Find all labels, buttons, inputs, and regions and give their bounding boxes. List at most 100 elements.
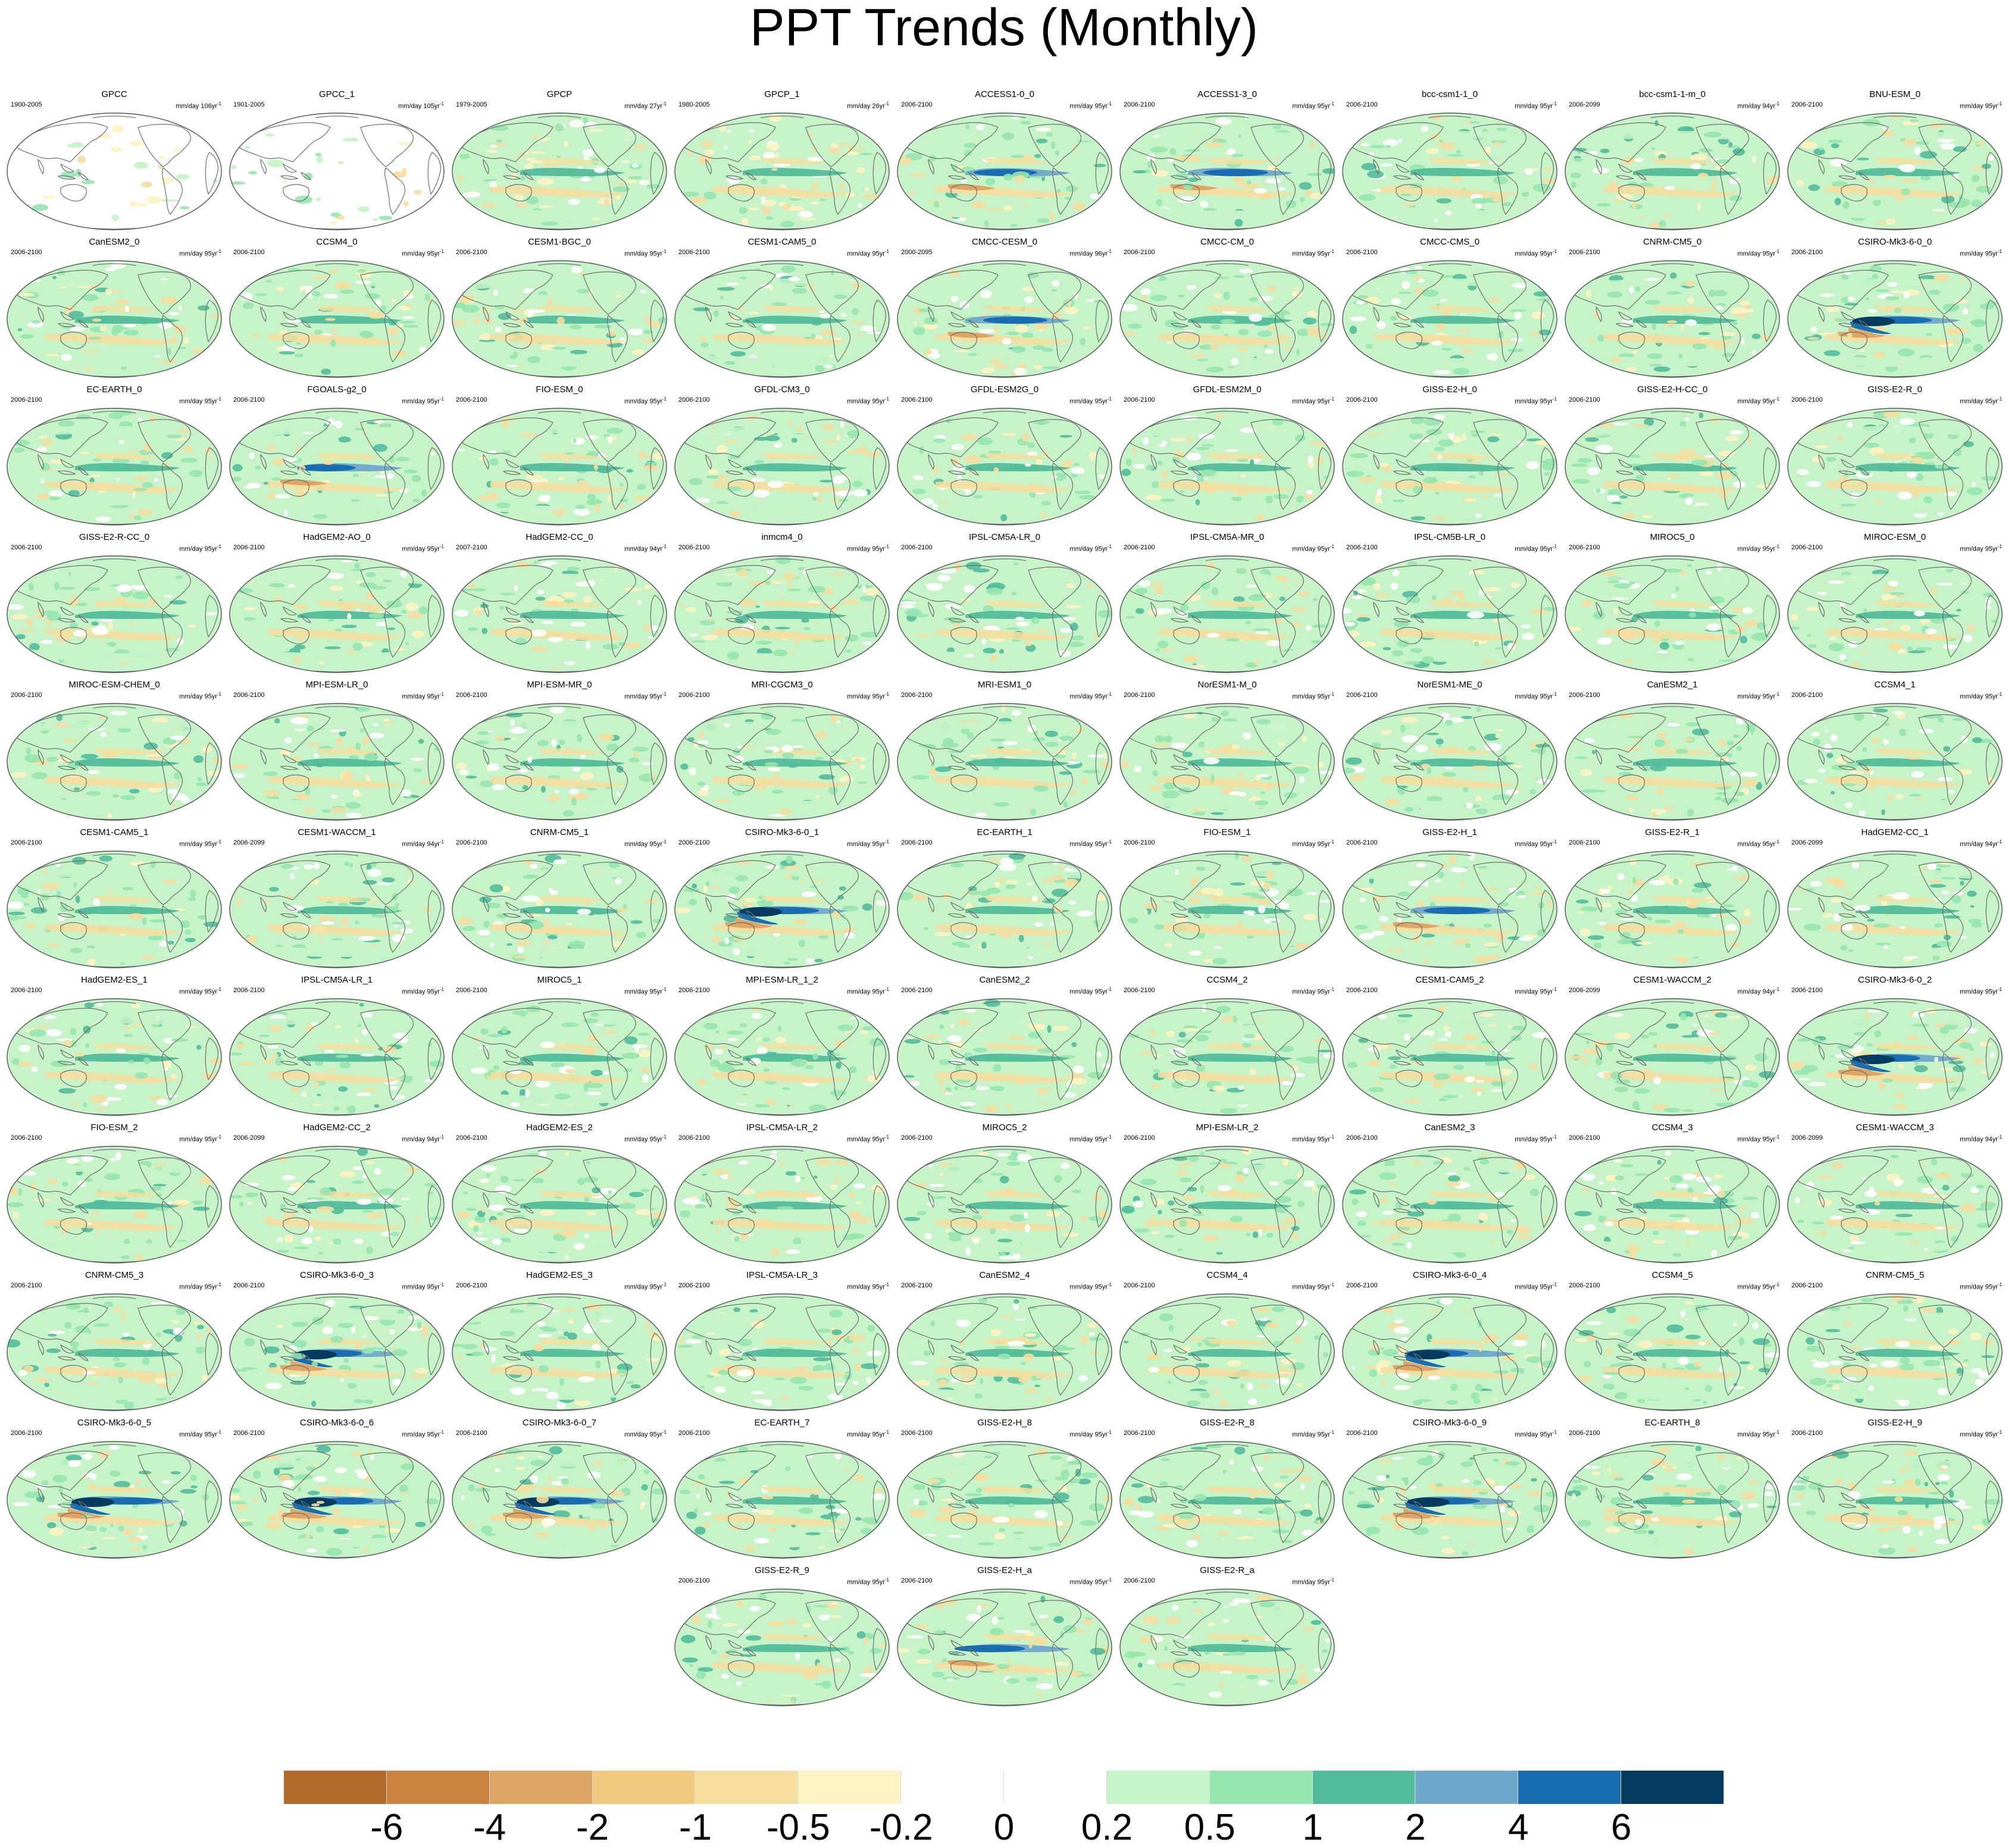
- panel-years: 2006-2100: [901, 1282, 933, 1290]
- trend-map: [894, 405, 1115, 532]
- trend-map: [1562, 1438, 1783, 1565]
- panel-units: mm/day 105yr-1: [398, 100, 444, 111]
- panel-units: mm/day 95yr-1: [624, 248, 667, 258]
- colorbar-tick-label: 1: [1302, 1809, 1322, 1846]
- panel-units: mm/day 95yr-1: [1069, 1428, 1112, 1439]
- panel-years: 1979-2005: [456, 101, 487, 109]
- trend-map: [1116, 552, 1338, 680]
- panel-title: EC-EARTH_0: [4, 384, 225, 395]
- panel-years: 2006-2100: [678, 1282, 710, 1290]
- trend-map: [894, 700, 1115, 827]
- panel-years: 2006-2100: [1791, 987, 1823, 995]
- panel-title: GISS-E2-R_9: [671, 1565, 893, 1576]
- panel-units: mm/day 95yr-1: [847, 1576, 889, 1587]
- panel-years: 2006-2100: [1791, 1430, 1823, 1437]
- panel-years: 2006-2100: [11, 1430, 42, 1437]
- trend-map: [1784, 1290, 2006, 1418]
- panel-units: mm/day 95yr-1: [179, 1428, 221, 1439]
- panel-units: mm/day 95yr-1: [402, 248, 444, 258]
- panel-units: mm/day 95yr-1: [1960, 690, 2002, 701]
- panel-units: mm/day 95yr-1: [624, 690, 667, 701]
- panel-title: CSIRO-Mk3-6-0_4: [1339, 1270, 1560, 1281]
- panel-units: mm/day 95yr-1: [1960, 1281, 2002, 1292]
- panel-units: mm/day 94yr-1: [402, 838, 444, 849]
- panel-units: mm/day 95yr-1: [624, 986, 667, 996]
- panel-years: 2006-2100: [456, 987, 487, 995]
- panel-title: CNRM-CM5_3: [4, 1270, 225, 1281]
- panel-units: mm/day 106yr-1: [176, 100, 221, 111]
- colorbar-tick-label: 0.5: [1184, 1809, 1236, 1846]
- panel-years: 2006-2100: [901, 396, 933, 404]
- panel-years: 2006-2100: [1791, 692, 1823, 699]
- colorbar-box: [1004, 1771, 1107, 1804]
- trend-map: [894, 1143, 1115, 1270]
- panel-units: mm/day 95yr-1: [179, 395, 221, 406]
- trend-map: [894, 1290, 1115, 1418]
- panel-years: 2006-2100: [678, 1577, 710, 1585]
- panel-title: FIO-ESM_1: [1116, 827, 1338, 838]
- trend-map: [449, 995, 670, 1122]
- panel-units: mm/day 95yr-1: [1960, 248, 2002, 258]
- trend-map: [671, 552, 893, 680]
- panel-years: 2006-2100: [1346, 249, 1378, 257]
- panel-units: mm/day 95yr-1: [1515, 690, 1557, 701]
- panel-title: GPCC_1: [226, 89, 448, 100]
- trend-map: [1784, 552, 2006, 680]
- panel-title: MPI-ESM-MR_0: [449, 680, 670, 690]
- panel-units: mm/day 95yr-1: [1069, 1281, 1112, 1292]
- panel-units: mm/day 95yr-1: [1737, 248, 1779, 258]
- trend-map: [671, 700, 893, 827]
- panel-units: mm/day 95yr-1: [1515, 986, 1557, 996]
- panel-title: MPI-ESM-LR_1_2: [671, 975, 893, 986]
- panel-title: GISS-E2-R_0: [1784, 384, 2006, 395]
- panel-title: CCSM4_2: [1116, 975, 1338, 986]
- panel-units: mm/day 95yr-1: [1292, 1428, 1334, 1439]
- panel-years: 2006-2100: [1124, 544, 1155, 552]
- panel-units: mm/day 94yr-1: [1737, 986, 1779, 996]
- colorbar-tick-label: -0.5: [767, 1809, 830, 1846]
- trend-map: [449, 1290, 670, 1418]
- panel-title: CMCC-CMS_0: [1339, 237, 1560, 248]
- panel-title: IPSL-CM5B-LR_0: [1339, 532, 1560, 543]
- panel-title: IPSL-CM5A-LR_1: [226, 975, 448, 986]
- colorbar-tick-label: -1: [679, 1809, 712, 1846]
- panel-years: 2006-2100: [1346, 987, 1378, 995]
- panel-years: 2006-2100: [1346, 1134, 1378, 1142]
- panel-years: 2006-2100: [901, 987, 933, 995]
- trend-map: [1116, 1290, 1338, 1418]
- trend-map: [1562, 110, 1783, 237]
- panel-title: CMCC-CESM_0: [894, 237, 1115, 248]
- panel-title: bcc-csm1-1-m_0: [1562, 89, 1783, 100]
- panel-years: 2006-2100: [233, 1282, 265, 1290]
- trend-map: [894, 1586, 1115, 1713]
- panel-years: 2006-2100: [1124, 249, 1155, 257]
- trend-map: [1116, 405, 1338, 532]
- panel-years: 2006-2100: [678, 1430, 710, 1437]
- panel-years: 2006-2100: [901, 101, 933, 109]
- trend-map: [1116, 995, 1338, 1122]
- panel-units: mm/day 95yr-1: [624, 1133, 667, 1144]
- panel-title: GFDL-ESM2G_0: [894, 384, 1115, 395]
- panel-units: mm/day 95yr-1: [1737, 543, 1779, 554]
- trend-map: [449, 1438, 670, 1565]
